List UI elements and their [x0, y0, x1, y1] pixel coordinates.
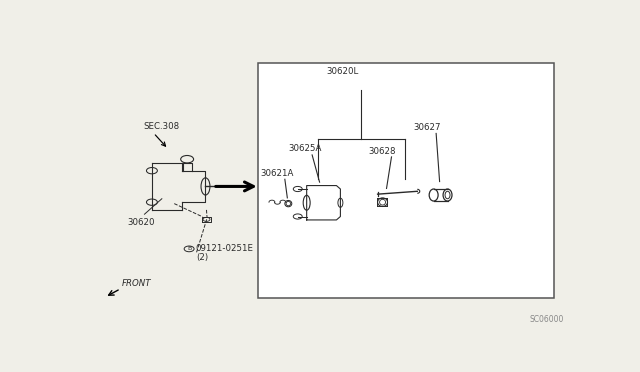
Text: 09121-0251E: 09121-0251E	[195, 244, 253, 253]
Text: SC06000: SC06000	[529, 315, 564, 324]
Text: 30620: 30620	[127, 218, 155, 227]
Text: 30628: 30628	[369, 147, 396, 156]
Text: 30627: 30627	[413, 123, 441, 132]
Bar	[257, 63, 554, 298]
Text: (2): (2)	[196, 253, 208, 262]
Text: 30621A: 30621A	[260, 169, 294, 178]
Text: FRONT: FRONT	[122, 279, 151, 288]
Text: 30620L: 30620L	[327, 67, 359, 76]
Text: 30625A: 30625A	[288, 144, 321, 154]
Text: B: B	[187, 246, 191, 251]
Text: SEC.308: SEC.308	[143, 122, 180, 131]
